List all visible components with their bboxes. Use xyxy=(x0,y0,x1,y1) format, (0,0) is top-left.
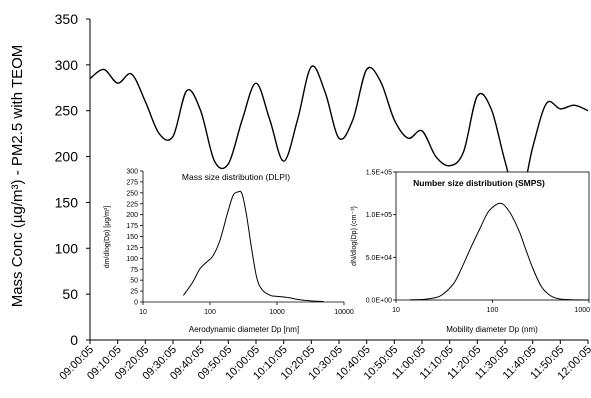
inset-dlpi: Mass size distribution (DLPI) dm/dlog(Dp… xyxy=(104,169,354,335)
main-y-tick-label: 300 xyxy=(55,57,79,73)
inset-smps-x-tick-label: 10 xyxy=(392,307,400,314)
inset-dlpi-y-tick-label: 175 xyxy=(126,223,138,230)
main-y-tick-label: 50 xyxy=(62,286,78,302)
main-series-line xyxy=(89,65,589,205)
inset-dlpi-y-tick-label: 100 xyxy=(126,256,138,263)
inset-smps-y-tick-label: 5.0E+04 xyxy=(366,255,392,262)
inset-dlpi-y-tick-label: 225 xyxy=(126,201,138,208)
inset-smps-background xyxy=(395,171,590,301)
main-y-tick-label: 350 xyxy=(55,11,79,27)
inset-dlpi-x-tick-label: 10 xyxy=(139,309,147,316)
inset-smps-series-line xyxy=(410,202,590,301)
main-y-tick-label: 0 xyxy=(70,332,78,348)
inset-dlpi-y-tick-label: 300 xyxy=(126,169,138,176)
inset-smps-title: Number size distribution (SMPS) xyxy=(413,178,545,188)
inset-dlpi-background xyxy=(143,171,344,302)
inset-dlpi-y-tick-label: 75 xyxy=(130,267,138,274)
inset-smps-y-tick-label: 0.0E+00 xyxy=(366,298,392,305)
main-y-tick-label: 200 xyxy=(55,149,79,165)
main-y-ticks: 0 50 100 150 200 250 300 350 xyxy=(55,11,90,348)
inset-dlpi-y-tick-label: 125 xyxy=(126,245,138,252)
inset-dlpi-y-tick-label: 50 xyxy=(130,278,138,285)
inset-dlpi-series-line xyxy=(182,190,324,303)
inset-dlpi-x-tick-label: 1000 xyxy=(269,309,285,316)
main-y-tick-label: 100 xyxy=(55,240,79,256)
main-x-ticks: 09:00:0509:10:0509:20:0509:30:0509:40:05… xyxy=(57,340,591,382)
inset-smps: Number size distribution (SMPS) dN/dlog(… xyxy=(351,170,590,335)
inset-smps-x-tick-label: 1000 xyxy=(574,307,590,314)
inset-dlpi-x-tick-label: 10000 xyxy=(334,309,354,316)
main-y-axis-label: Mass Conc (µg/m³) - PM2.5 with TEOM xyxy=(9,45,26,308)
main-y-tick-label: 250 xyxy=(55,103,79,119)
inset-smps-y-tick-label: 1.5E+05 xyxy=(366,170,392,177)
inset-smps-x-label: Mobility diameter Dp (nm) xyxy=(446,325,538,334)
inset-dlpi-x-ticks: 10 100 1000 10000 xyxy=(139,302,354,316)
inset-dlpi-y-tick-label: 25 xyxy=(130,289,138,296)
inset-dlpi-y-tick-label: 0 xyxy=(134,300,138,307)
inset-dlpi-x-tick-label: 100 xyxy=(204,309,216,316)
main-y-tick-label: 150 xyxy=(55,194,79,210)
inset-dlpi-y-ticks: 0 25 50 75 100 125 150 175 200 225 250 275 300 xyxy=(126,169,143,307)
inset-smps-y-tick-label: 1.0E+05 xyxy=(366,212,392,219)
inset-dlpi-y-tick-label: 150 xyxy=(126,234,138,241)
inset-smps-y-label: dN/dlog(Dp) (cm⁻³) xyxy=(351,206,358,266)
inset-smps-x-tick-label: 100 xyxy=(487,307,499,314)
inset-dlpi-y-tick-label: 200 xyxy=(126,212,138,219)
inset-smps-y-ticks: 0.0E+00 5.0E+04 1.0E+05 1.5E+05 xyxy=(366,170,396,305)
inset-smps-x-ticks: 10 100 1000 xyxy=(392,300,590,314)
inset-dlpi-title: Mass size distribution (DLPI) xyxy=(182,172,290,182)
inset-dlpi-y-tick-label: 250 xyxy=(126,190,138,197)
inset-dlpi-y-label: dm/dlog(Dp) [µg/m³] xyxy=(104,206,111,268)
inset-dlpi-y-tick-label: 275 xyxy=(126,179,138,186)
inset-dlpi-x-label: Aerodynamic diameter Dp [nm] xyxy=(189,325,299,334)
